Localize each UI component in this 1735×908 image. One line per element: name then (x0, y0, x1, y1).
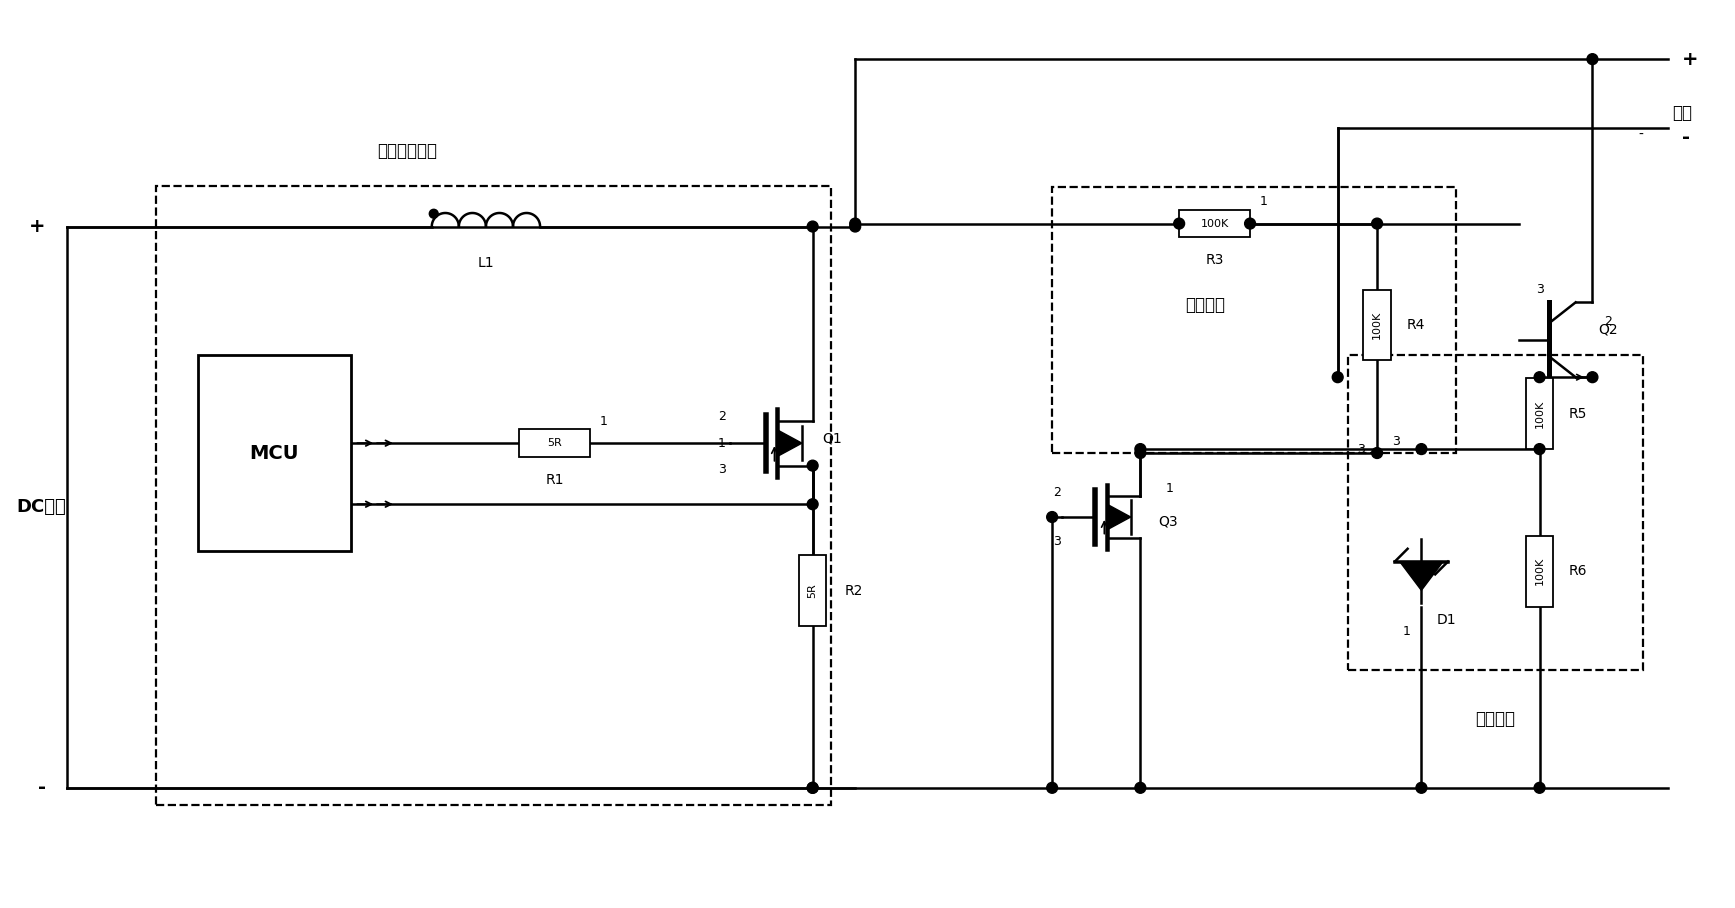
Text: R6: R6 (1568, 564, 1588, 578)
Text: 5R: 5R (548, 439, 562, 449)
Polygon shape (1400, 561, 1444, 590)
Text: R1: R1 (545, 473, 564, 487)
Text: Q2: Q2 (1598, 323, 1617, 337)
Circle shape (850, 222, 861, 232)
Bar (1525, 536, 1553, 607)
Text: 2: 2 (1053, 486, 1062, 498)
Circle shape (807, 783, 819, 794)
Circle shape (807, 460, 819, 471)
Text: -: - (38, 778, 45, 797)
Polygon shape (1107, 504, 1131, 530)
Circle shape (1534, 444, 1544, 455)
Text: R4: R4 (1407, 318, 1424, 332)
Text: 3: 3 (1357, 442, 1365, 456)
Text: 100K: 100K (1201, 219, 1228, 229)
Circle shape (1588, 371, 1598, 382)
Bar (156, 186, 831, 804)
Circle shape (1046, 783, 1058, 794)
Text: Q1: Q1 (822, 431, 841, 445)
Text: L1: L1 (477, 256, 494, 270)
Text: R2: R2 (845, 584, 862, 597)
Circle shape (1244, 218, 1256, 229)
Text: DC输入: DC输入 (16, 498, 66, 516)
Circle shape (1588, 54, 1598, 64)
Polygon shape (779, 430, 802, 456)
Text: 1: 1 (1166, 482, 1175, 495)
Text: 输出: 输出 (1673, 104, 1693, 123)
Circle shape (1135, 783, 1145, 794)
Bar (798, 556, 826, 627)
Bar (1051, 187, 1456, 453)
Circle shape (807, 783, 819, 794)
Text: -: - (1683, 128, 1690, 147)
Circle shape (1135, 444, 1145, 455)
Text: D1: D1 (1437, 614, 1456, 627)
Text: 驱动单元: 驱动单元 (1475, 710, 1515, 728)
Text: +: + (1683, 50, 1699, 69)
Text: 100K: 100K (1372, 311, 1383, 339)
Circle shape (1372, 218, 1383, 229)
Text: -: - (1638, 128, 1643, 142)
Text: Q3: Q3 (1157, 515, 1178, 529)
Text: 100K: 100K (1534, 400, 1544, 428)
Circle shape (1416, 783, 1426, 794)
Circle shape (1416, 444, 1426, 455)
Circle shape (1372, 448, 1383, 459)
Text: 3: 3 (1535, 282, 1544, 296)
Bar (519, 429, 590, 457)
Bar (1348, 354, 1643, 670)
Bar (198, 354, 350, 551)
Text: R3: R3 (1206, 253, 1223, 267)
Text: 升压型恒流源: 升压型恒流源 (376, 142, 437, 160)
Circle shape (807, 222, 819, 232)
Text: 100K: 100K (1534, 557, 1544, 586)
Circle shape (1046, 511, 1058, 522)
Bar (1364, 290, 1391, 360)
Text: 3: 3 (1053, 536, 1062, 548)
Circle shape (429, 210, 439, 218)
Text: 1: 1 (600, 415, 607, 428)
Text: R5: R5 (1568, 407, 1588, 420)
Text: 3: 3 (718, 463, 725, 476)
Text: 1: 1 (1402, 626, 1411, 638)
Text: 1: 1 (718, 437, 725, 449)
Circle shape (807, 498, 819, 509)
Text: 3: 3 (1391, 435, 1400, 448)
Circle shape (1332, 371, 1343, 382)
Circle shape (1135, 448, 1145, 459)
Text: 2: 2 (1605, 314, 1612, 328)
Text: MCU: MCU (250, 443, 298, 462)
Text: 2: 2 (718, 410, 725, 423)
Circle shape (850, 218, 861, 229)
Circle shape (1534, 371, 1544, 382)
Text: 1: 1 (1260, 195, 1268, 209)
Bar (1180, 210, 1249, 237)
Circle shape (1175, 218, 1185, 229)
Text: +: + (29, 217, 45, 236)
Text: 5R: 5R (809, 584, 817, 598)
Circle shape (1534, 783, 1544, 794)
Text: 压控单元: 压控单元 (1185, 296, 1225, 314)
Bar (1525, 378, 1553, 449)
